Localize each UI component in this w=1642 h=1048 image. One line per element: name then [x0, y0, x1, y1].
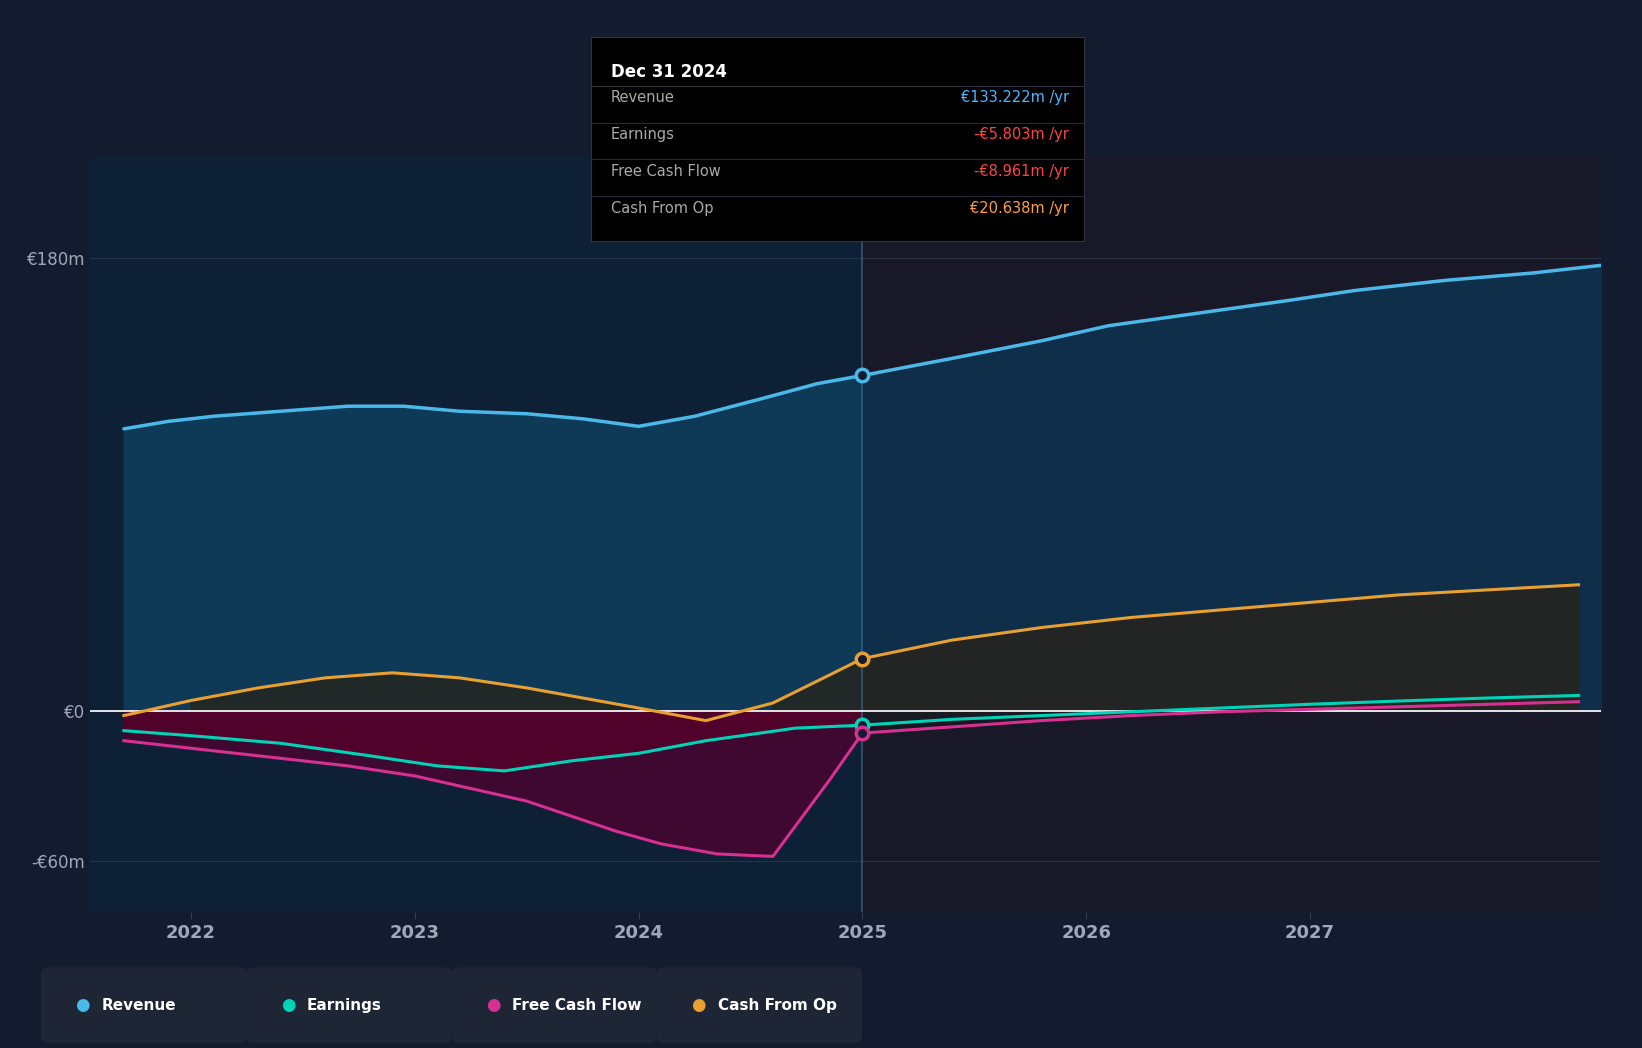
Text: Revenue: Revenue	[611, 90, 675, 106]
Text: Earnings: Earnings	[307, 998, 383, 1012]
Bar	[90, 157, 862, 912]
Text: Cash From Op: Cash From Op	[718, 998, 836, 1012]
Text: ●: ●	[691, 996, 706, 1014]
Text: Dec 31 2024: Dec 31 2024	[611, 63, 727, 82]
Text: ●: ●	[76, 996, 90, 1014]
Text: Free Cash Flow: Free Cash Flow	[512, 998, 642, 1012]
Text: -€8.961m /yr: -€8.961m /yr	[974, 165, 1069, 179]
Text: Earnings: Earnings	[611, 127, 675, 143]
Bar	[862, 157, 1601, 912]
Text: ●: ●	[486, 996, 501, 1014]
Text: Free Cash Flow: Free Cash Flow	[611, 165, 721, 179]
Text: Cash From Op: Cash From Op	[611, 201, 713, 216]
Text: Revenue: Revenue	[102, 998, 176, 1012]
Text: Past: Past	[811, 216, 851, 234]
Text: €20.638m /yr: €20.638m /yr	[970, 201, 1069, 216]
Text: Analysts Forecasts: Analysts Forecasts	[874, 216, 1028, 234]
Text: ●: ●	[281, 996, 296, 1014]
Text: -€5.803m /yr: -€5.803m /yr	[974, 127, 1069, 143]
Text: €133.222m /yr: €133.222m /yr	[961, 90, 1069, 106]
